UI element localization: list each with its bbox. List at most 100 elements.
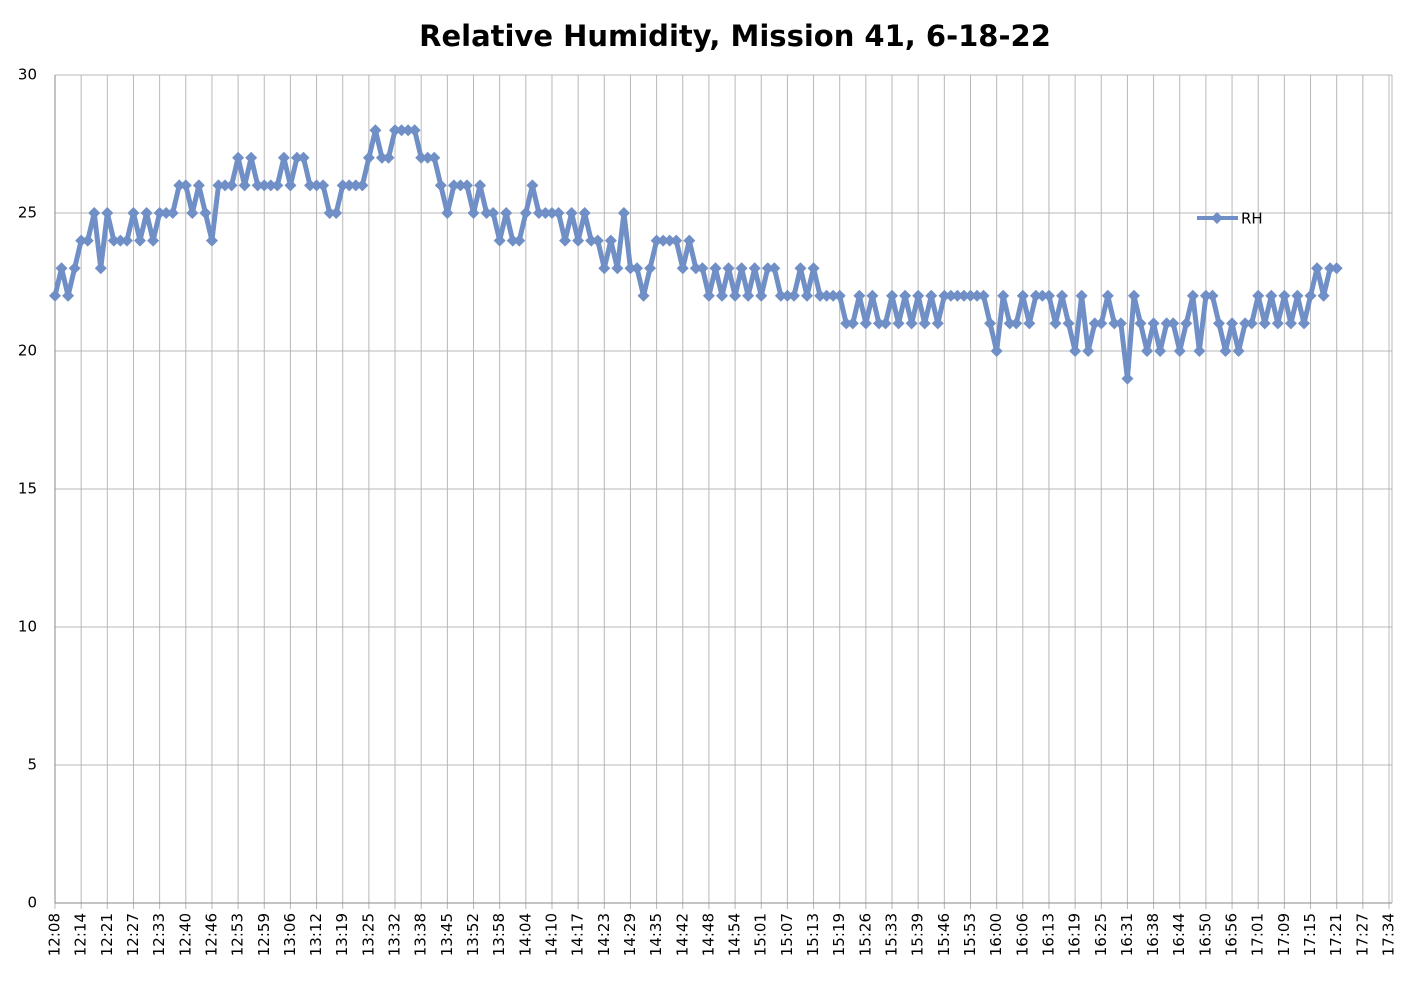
marker: [1324, 262, 1337, 275]
x-tick-label: 17:09: [1275, 913, 1293, 956]
x-tick-label: 12:27: [124, 913, 142, 956]
marker: [604, 234, 617, 247]
marker: [421, 151, 434, 164]
marker: [663, 234, 676, 247]
marker: [513, 234, 526, 247]
marker: [1311, 262, 1324, 275]
marker: [833, 289, 846, 302]
marker: [899, 289, 912, 302]
marker: [912, 289, 925, 302]
marker: [545, 207, 558, 219]
marker: [382, 151, 395, 164]
marker: [1252, 289, 1265, 302]
marker: [500, 207, 513, 219]
marker: [271, 179, 284, 192]
marker: [670, 234, 683, 247]
x-tick-label: 12:21: [98, 913, 116, 956]
marker: [277, 151, 290, 164]
y-tick-label: 20: [18, 342, 37, 360]
marker: [454, 179, 467, 192]
y-tick-label: 0: [27, 894, 37, 912]
marker: [186, 207, 199, 219]
x-tick-label: 17:27: [1353, 913, 1371, 956]
marker: [160, 207, 173, 219]
marker: [1049, 317, 1062, 330]
x-tick-label: 14:10: [542, 913, 560, 956]
x-tick-label: 16:06: [1013, 913, 1031, 956]
x-tick-label: 12:53: [229, 913, 247, 956]
x-tick-label: 13:25: [359, 913, 377, 956]
marker: [297, 151, 310, 164]
marker: [1134, 317, 1147, 330]
marker: [127, 207, 140, 219]
marker: [598, 262, 611, 275]
marker: [761, 262, 774, 275]
x-tick-label: 15:13: [804, 913, 822, 956]
x-tick-label: 16:38: [1144, 913, 1162, 956]
x-tick-label: 12:40: [176, 913, 194, 956]
marker: [1265, 289, 1278, 302]
marker: [1056, 289, 1069, 302]
marker: [1232, 345, 1245, 357]
x-tick-label: 15:33: [883, 913, 901, 956]
marker: [1114, 317, 1127, 330]
legend-marker: [1211, 212, 1223, 224]
marker: [375, 151, 388, 164]
marker: [997, 289, 1010, 302]
chart-title: Relative Humidity, Mission 41, 6-18-22: [419, 19, 1051, 53]
marker: [166, 207, 179, 219]
marker: [349, 179, 362, 192]
marker: [696, 262, 709, 275]
marker: [984, 317, 997, 330]
marker: [657, 234, 670, 247]
marker: [75, 234, 88, 247]
marker: [957, 289, 970, 302]
marker: [617, 207, 630, 219]
marker: [107, 234, 120, 247]
marker: [323, 207, 336, 219]
marker: [729, 289, 742, 302]
marker: [120, 234, 133, 247]
x-tick-label: 17:34: [1380, 913, 1398, 956]
marker: [1101, 289, 1114, 302]
marker: [1082, 345, 1095, 357]
marker: [101, 207, 114, 219]
marker: [480, 207, 493, 219]
marker: [369, 124, 382, 137]
x-tick-label: 14:04: [516, 913, 534, 956]
x-tick-label: 14:23: [595, 913, 613, 956]
marker: [1212, 317, 1225, 330]
marker: [460, 179, 473, 192]
marker: [1036, 289, 1049, 302]
marker: [1160, 317, 1173, 330]
marker: [1121, 372, 1134, 385]
x-tick-label: 17:01: [1249, 913, 1267, 956]
marker: [1330, 262, 1343, 275]
marker: [801, 289, 814, 302]
x-tick-label: 16:13: [1039, 913, 1057, 956]
marker: [1239, 317, 1252, 330]
marker: [1186, 289, 1199, 302]
marker: [88, 207, 101, 219]
marker: [905, 317, 918, 330]
marker: [532, 207, 545, 219]
marker: [179, 179, 192, 192]
marker: [1069, 345, 1082, 357]
x-tick-label: 12:59: [255, 913, 273, 956]
x-tick-label: 13:52: [464, 913, 482, 956]
x-tick-label: 15:19: [830, 913, 848, 956]
marker: [565, 207, 578, 219]
marker: [114, 234, 127, 247]
marker: [1154, 345, 1167, 357]
marker: [68, 262, 81, 275]
marker: [1141, 345, 1154, 357]
marker: [1291, 289, 1304, 302]
marker: [1062, 317, 1075, 330]
marker: [1173, 345, 1186, 357]
marker: [591, 234, 604, 247]
marker: [245, 151, 258, 164]
x-tick-label: 12:33: [150, 913, 168, 956]
marker: [1271, 317, 1284, 330]
marker: [153, 207, 166, 219]
marker: [951, 289, 964, 302]
